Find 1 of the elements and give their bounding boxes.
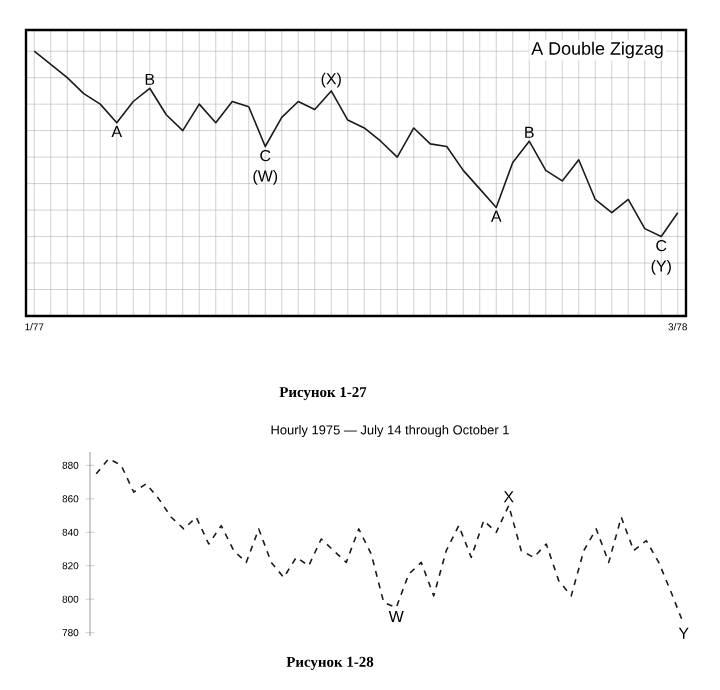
annotation: A Double Zigzag bbox=[531, 41, 663, 59]
